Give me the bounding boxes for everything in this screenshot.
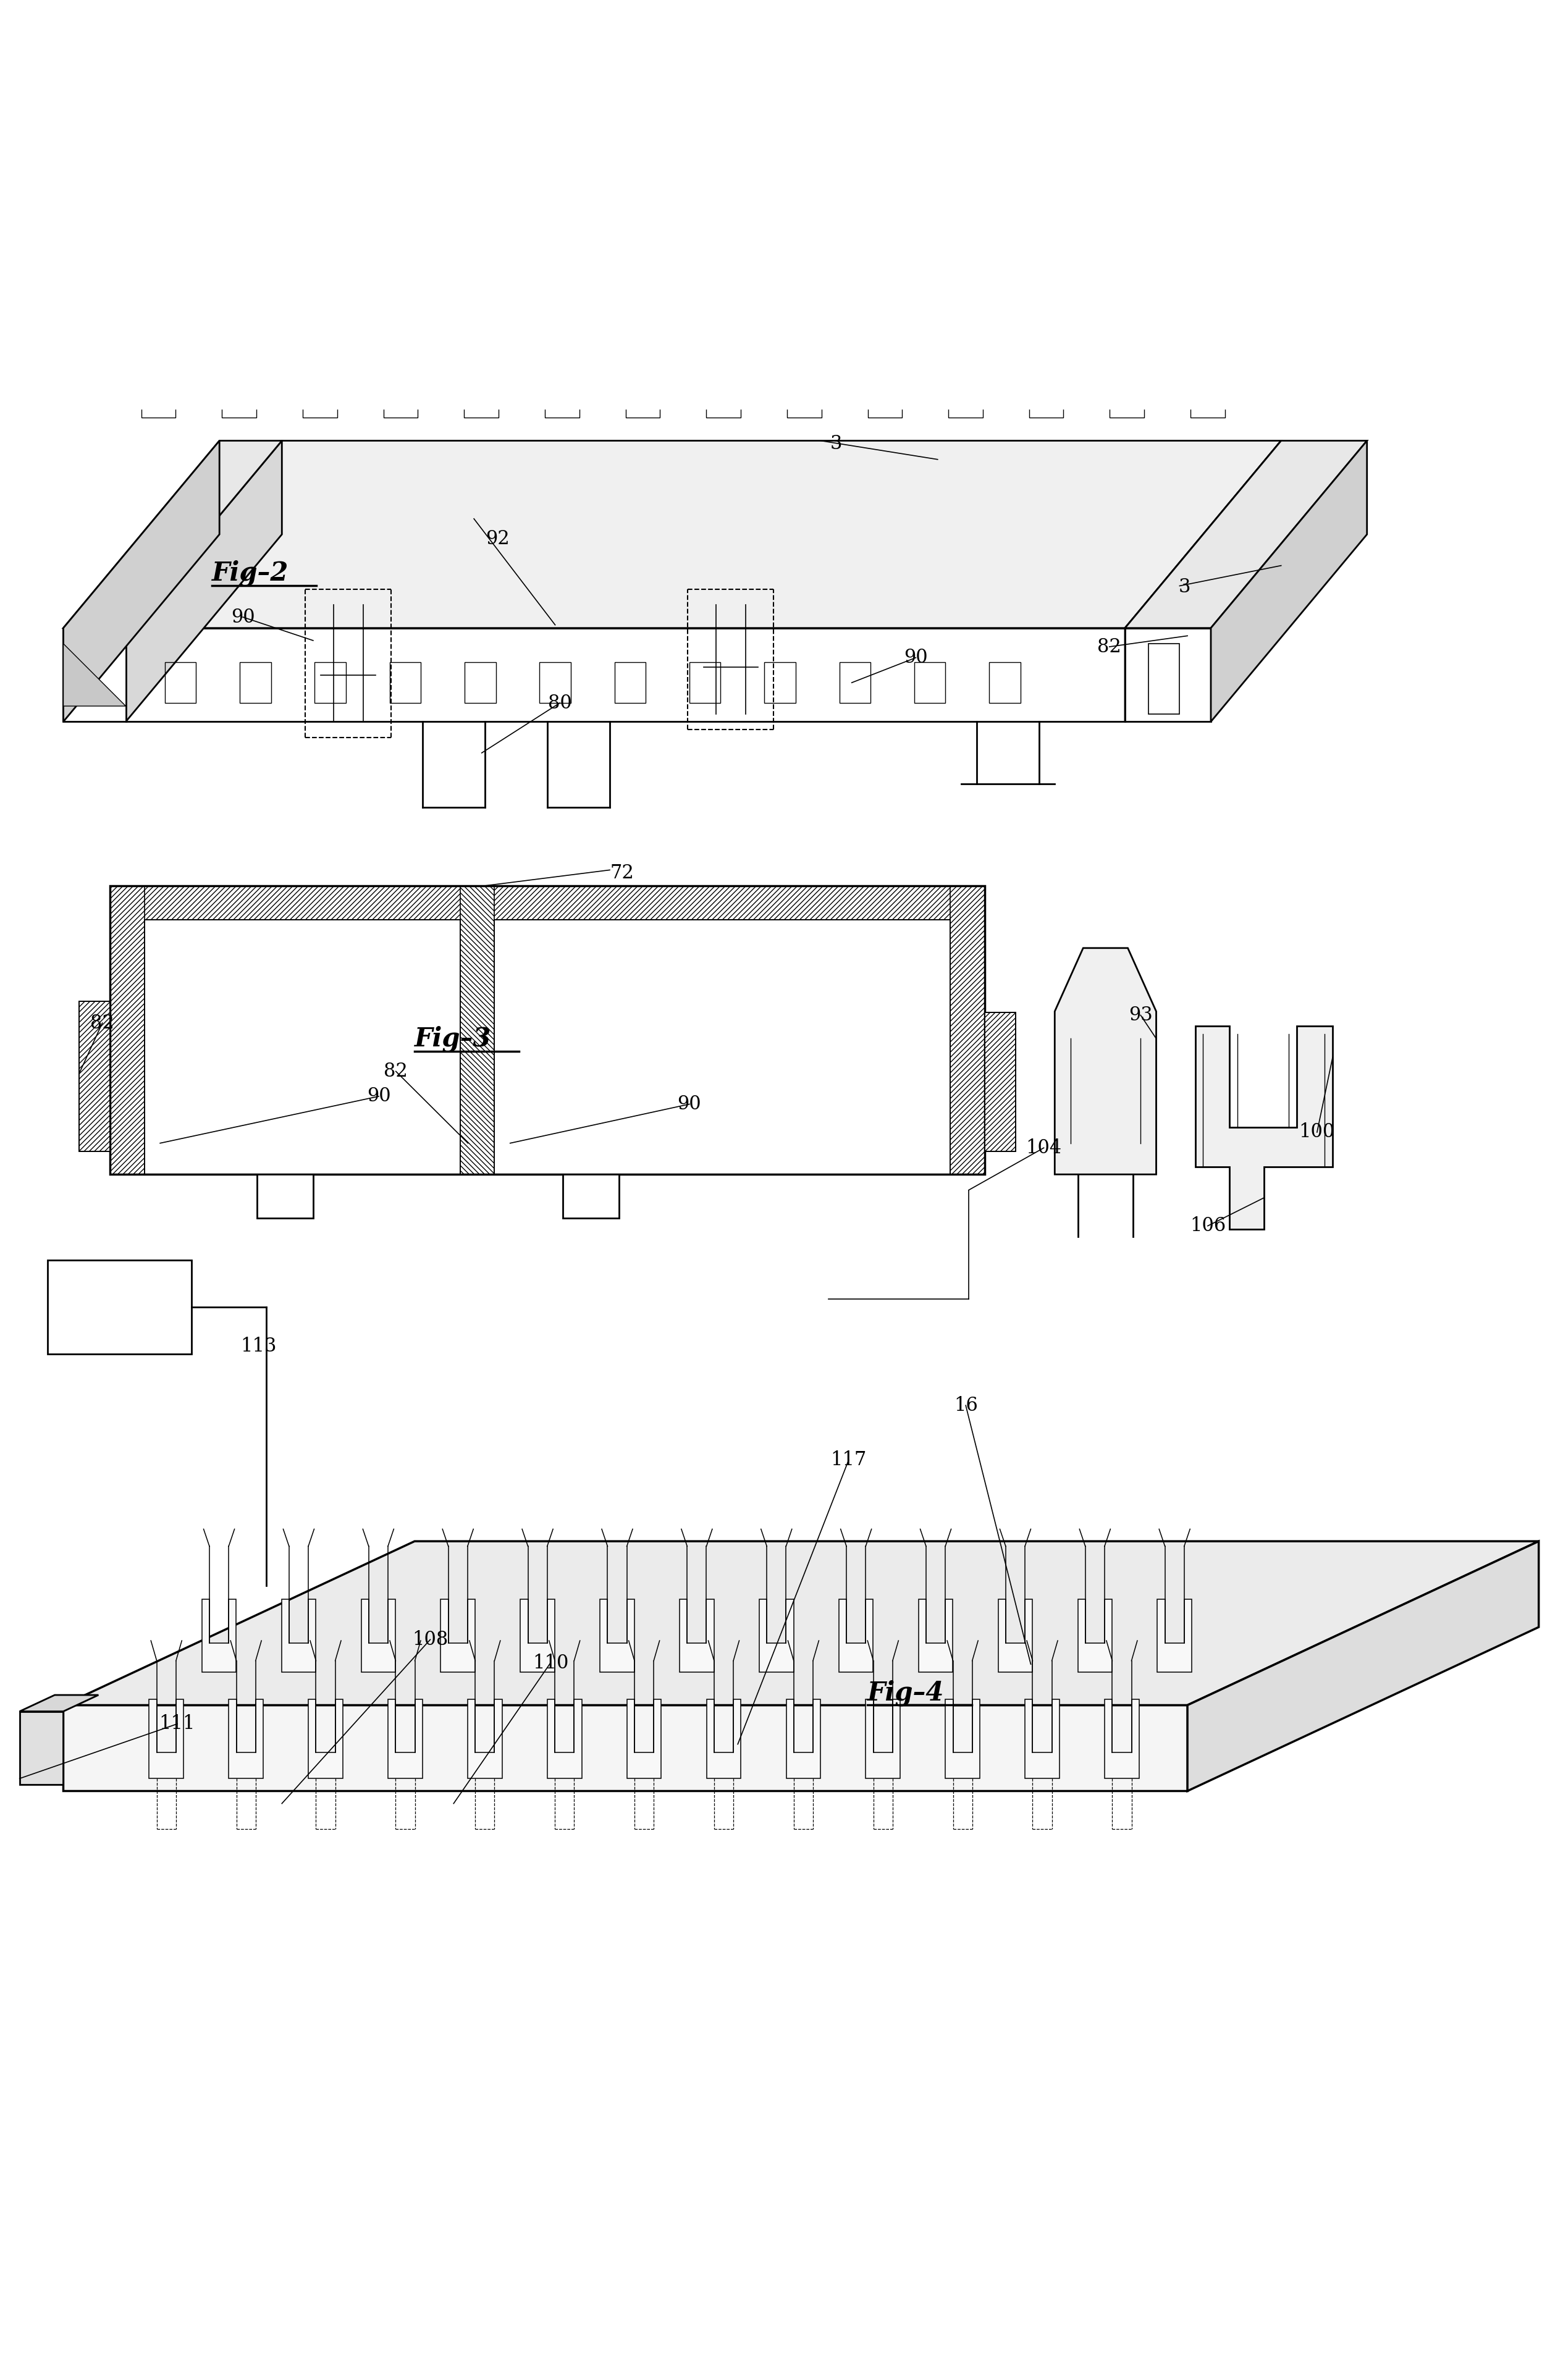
Bar <box>950 885 985 1173</box>
Text: 106: 106 <box>1189 1216 1225 1235</box>
Polygon shape <box>125 440 281 721</box>
Polygon shape <box>919 1599 953 1673</box>
Bar <box>80 1002 109 1152</box>
Text: 93: 93 <box>1128 1007 1152 1026</box>
Polygon shape <box>706 1699 741 1778</box>
Bar <box>985 1011 1016 1152</box>
Text: 90: 90 <box>367 1088 391 1107</box>
Polygon shape <box>1125 440 1368 628</box>
Polygon shape <box>1055 947 1157 1173</box>
Bar <box>109 885 985 1173</box>
Polygon shape <box>64 643 125 707</box>
Polygon shape <box>547 1699 581 1778</box>
Polygon shape <box>839 1599 874 1673</box>
Text: 113: 113 <box>241 1338 277 1357</box>
Bar <box>460 885 494 1173</box>
Text: 92: 92 <box>486 528 510 550</box>
Polygon shape <box>64 1704 1188 1792</box>
Text: 3: 3 <box>1179 578 1191 597</box>
Polygon shape <box>600 1599 635 1673</box>
Polygon shape <box>388 1699 422 1778</box>
Polygon shape <box>64 1542 1538 1704</box>
Bar <box>985 1011 1016 1152</box>
Polygon shape <box>20 1711 64 1785</box>
Polygon shape <box>999 1599 1033 1673</box>
Text: 100: 100 <box>1299 1123 1335 1142</box>
Polygon shape <box>866 1699 900 1778</box>
Polygon shape <box>64 440 219 721</box>
Polygon shape <box>467 1699 502 1778</box>
Text: 3: 3 <box>830 433 842 452</box>
Polygon shape <box>308 1699 342 1778</box>
Polygon shape <box>1125 440 1282 721</box>
Polygon shape <box>202 1599 236 1673</box>
Bar <box>109 885 985 921</box>
Polygon shape <box>125 628 1125 721</box>
Polygon shape <box>125 440 1282 628</box>
Bar <box>80 1002 109 1152</box>
Polygon shape <box>1188 1542 1538 1792</box>
Text: 16: 16 <box>953 1395 978 1416</box>
Polygon shape <box>1125 628 1211 721</box>
Polygon shape <box>441 1599 475 1673</box>
Text: Fig–4: Fig–4 <box>867 1680 944 1706</box>
Polygon shape <box>20 1695 98 1711</box>
Text: 90: 90 <box>903 647 928 666</box>
Polygon shape <box>1025 1699 1060 1778</box>
Polygon shape <box>148 1699 183 1778</box>
Polygon shape <box>946 1699 980 1778</box>
Polygon shape <box>64 440 281 628</box>
Polygon shape <box>281 1599 316 1673</box>
Polygon shape <box>680 1599 714 1673</box>
Text: 82: 82 <box>1097 638 1121 657</box>
Text: 82: 82 <box>91 1014 114 1033</box>
Bar <box>494 921 950 1173</box>
Polygon shape <box>64 628 125 721</box>
Polygon shape <box>786 1699 821 1778</box>
Text: 111: 111 <box>159 1714 195 1733</box>
Text: 110: 110 <box>533 1654 569 1673</box>
Polygon shape <box>1211 440 1368 721</box>
Text: 104: 104 <box>1025 1138 1061 1157</box>
Bar <box>109 885 144 1173</box>
Polygon shape <box>520 1599 555 1673</box>
Bar <box>144 921 460 1173</box>
Text: 90: 90 <box>677 1095 702 1114</box>
Text: 80: 80 <box>547 693 572 712</box>
Polygon shape <box>760 1599 794 1673</box>
Text: 72: 72 <box>610 864 635 883</box>
Polygon shape <box>1196 1026 1333 1228</box>
Polygon shape <box>627 1699 661 1778</box>
Text: Fig–3: Fig–3 <box>414 1026 491 1052</box>
Bar <box>256 1173 313 1219</box>
Text: 108: 108 <box>413 1630 449 1649</box>
Polygon shape <box>361 1599 395 1673</box>
Text: 117: 117 <box>830 1449 866 1468</box>
Bar <box>563 1173 619 1219</box>
Text: Fig–2: Fig–2 <box>211 559 289 585</box>
Polygon shape <box>228 1699 263 1778</box>
Polygon shape <box>1078 1599 1113 1673</box>
Bar <box>48 1261 191 1354</box>
Text: 90: 90 <box>231 607 255 626</box>
Polygon shape <box>1157 1599 1191 1673</box>
Text: 82: 82 <box>384 1061 408 1081</box>
Polygon shape <box>1105 1699 1139 1778</box>
